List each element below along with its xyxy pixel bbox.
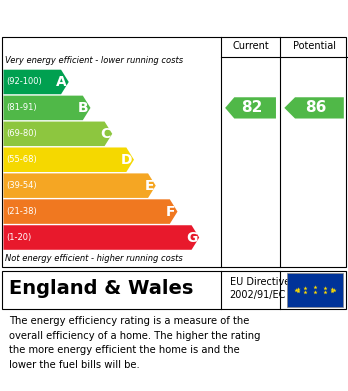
Polygon shape	[3, 225, 199, 250]
Text: 86: 86	[305, 100, 326, 115]
Text: Energy Efficiency Rating: Energy Efficiency Rating	[9, 11, 230, 25]
Text: (55-68): (55-68)	[6, 155, 37, 164]
Text: (69-80): (69-80)	[6, 129, 37, 138]
Text: Very energy efficient - lower running costs: Very energy efficient - lower running co…	[5, 56, 183, 65]
Bar	[287, 273, 343, 307]
Text: Potential: Potential	[293, 41, 335, 52]
Polygon shape	[3, 147, 134, 172]
Text: A: A	[56, 75, 67, 89]
Text: (39-54): (39-54)	[6, 181, 37, 190]
Text: D: D	[121, 153, 132, 167]
Text: (21-38): (21-38)	[6, 207, 37, 216]
Text: C: C	[100, 127, 111, 141]
Polygon shape	[3, 122, 112, 146]
Text: EU Directive
2002/91/EC: EU Directive 2002/91/EC	[230, 277, 290, 301]
Text: G: G	[186, 231, 198, 244]
Text: Current: Current	[232, 41, 269, 52]
Polygon shape	[3, 173, 156, 198]
Text: E: E	[144, 179, 154, 193]
Polygon shape	[3, 199, 177, 224]
Text: B: B	[78, 101, 89, 115]
Text: England & Wales: England & Wales	[9, 280, 193, 298]
Polygon shape	[284, 97, 344, 118]
Text: The energy efficiency rating is a measure of the
overall efficiency of a home. T: The energy efficiency rating is a measur…	[9, 316, 260, 369]
Text: F: F	[166, 204, 176, 219]
Text: (81-91): (81-91)	[6, 103, 37, 112]
Text: 82: 82	[241, 100, 263, 115]
Polygon shape	[3, 96, 90, 120]
Text: Not energy efficient - higher running costs: Not energy efficient - higher running co…	[5, 254, 183, 263]
Text: (1-20): (1-20)	[6, 233, 32, 242]
Text: (92-100): (92-100)	[6, 77, 42, 86]
Polygon shape	[225, 97, 276, 118]
Polygon shape	[3, 70, 69, 94]
